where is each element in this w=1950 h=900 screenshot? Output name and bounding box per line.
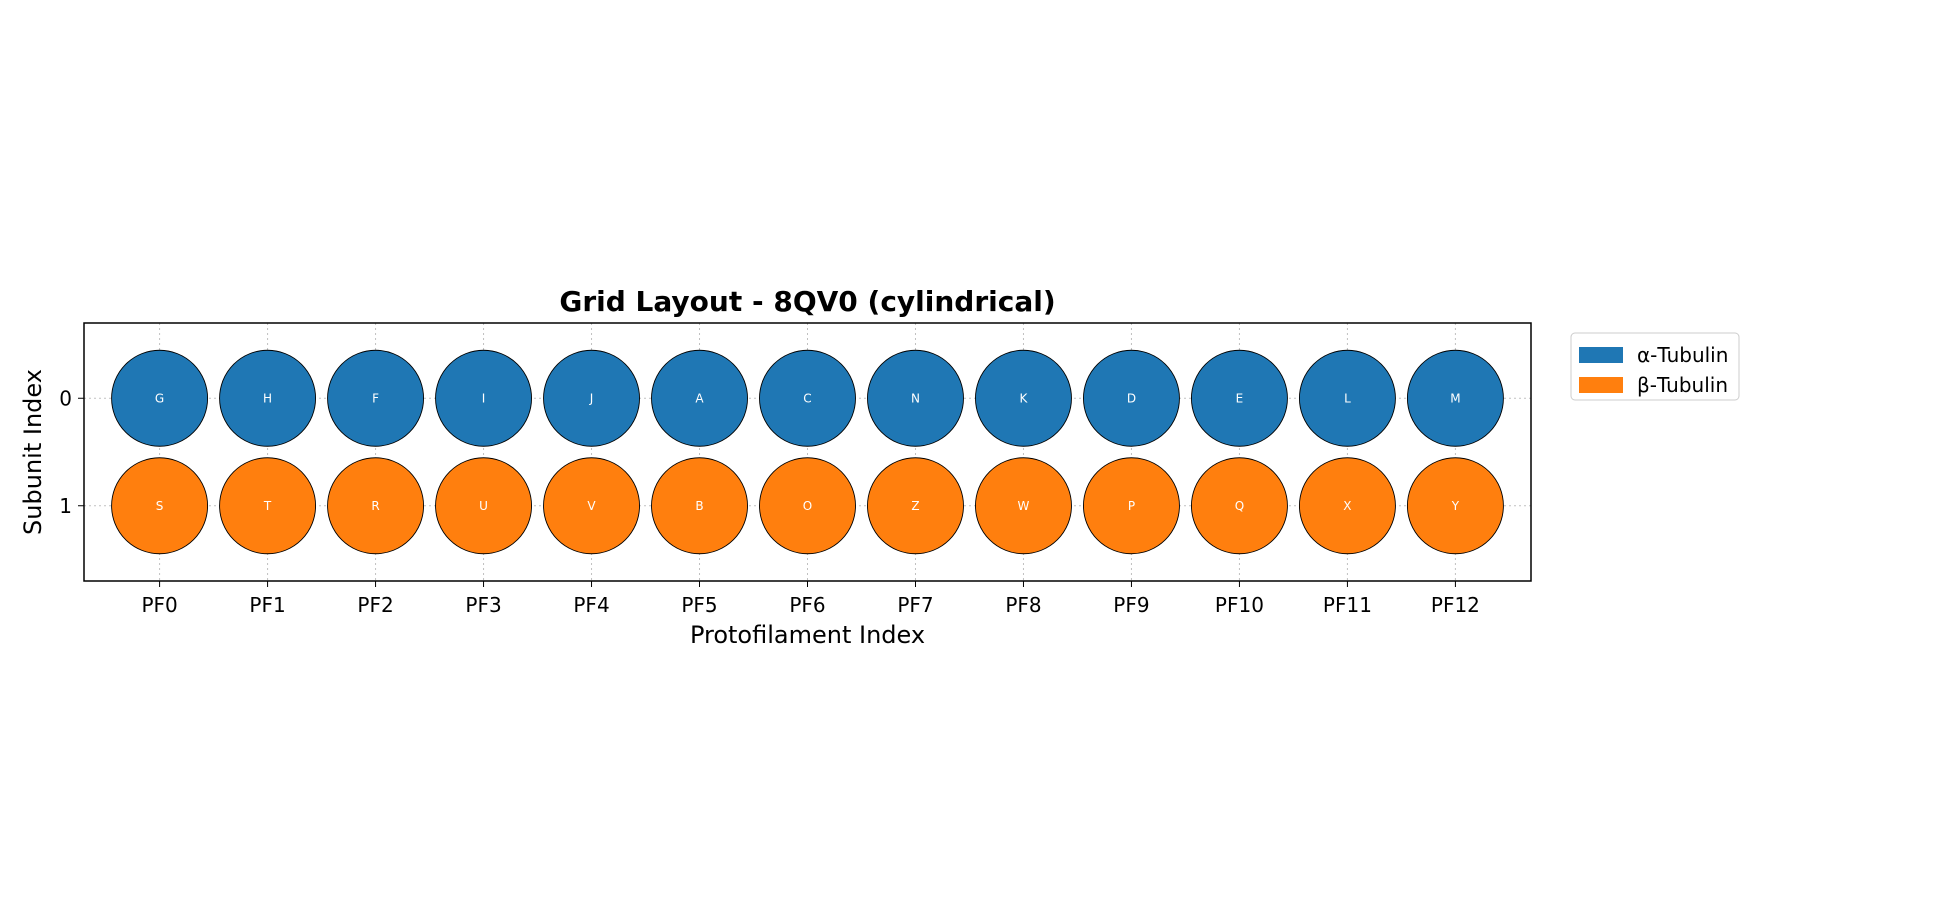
x-tick-label: PF10	[1215, 593, 1264, 617]
subunit-circle	[759, 349, 856, 447]
chain-label: O	[803, 499, 812, 513]
legend-swatch	[1579, 377, 1623, 393]
subunit-circle	[975, 349, 1072, 447]
axis-ticks: PF0 PF1 PF2 PF3 PF4 PF5 PF6 PF7 PF8 PF9 PF10 PF11 PF…	[59, 386, 1480, 617]
subunit-circle	[435, 457, 532, 555]
subunit-circle	[651, 457, 748, 555]
chain-label: X	[1343, 499, 1351, 513]
x-tick-label: PF5	[681, 593, 717, 617]
chain-label: T	[263, 499, 272, 513]
y-tick-label: 1	[59, 494, 72, 518]
subunit-circle	[759, 457, 856, 555]
chain-label: K	[1020, 391, 1029, 405]
chain-label: V	[587, 499, 596, 513]
x-tick-label: PF12	[1431, 593, 1480, 617]
subunit-circle	[867, 349, 964, 447]
chain-label: I	[482, 391, 486, 405]
x-tick-label: PF2	[357, 593, 393, 617]
y-axis-label: Subunit Index	[19, 369, 47, 535]
legend: α-Tubulin β-Tubulin	[1570, 332, 1740, 401]
subunit-circle	[327, 349, 425, 447]
legend-label: α-Tubulin	[1637, 343, 1728, 367]
chain-label: L	[1344, 391, 1351, 405]
chart-title: Grid Layout - 8QV0 (cylindrical)	[559, 285, 1055, 318]
chain-label: B	[695, 499, 703, 513]
chain-label: Z	[911, 499, 919, 513]
legend-swatch	[1579, 347, 1623, 363]
chain-label: C	[803, 391, 811, 405]
chain-label: W	[1018, 499, 1030, 513]
subunit-circle	[219, 457, 317, 555]
chain-label: Q	[1235, 499, 1244, 513]
subunit-circle	[651, 349, 748, 447]
chain-label: U	[479, 499, 488, 513]
subunit-circle	[111, 349, 209, 447]
subunit-circle	[327, 457, 425, 555]
chain-label: G	[155, 391, 164, 405]
x-tick-label: PF9	[1113, 593, 1149, 617]
x-tick-label: PF0	[141, 593, 177, 617]
x-tick-label: PF7	[897, 593, 933, 617]
x-tick-label: PF1	[249, 593, 285, 617]
chain-label: P	[1128, 499, 1135, 513]
y-tick-label: 0	[59, 386, 72, 410]
subunit-circle	[111, 457, 209, 555]
subunit-circle	[219, 349, 317, 447]
subunit-circle	[435, 349, 532, 447]
chain-label: H	[263, 391, 272, 405]
legend-label: β-Tubulin	[1637, 373, 1728, 397]
subunit-circle	[1406, 349, 1504, 447]
x-axis-label: Protofilament Index	[690, 621, 925, 649]
chain-label: M	[1450, 391, 1460, 405]
chain-label: D	[1127, 391, 1136, 405]
subunit-circle	[1406, 457, 1504, 555]
x-tick-label: PF4	[573, 593, 609, 617]
x-tick-label: PF8	[1005, 593, 1041, 617]
subunit-circle	[1298, 349, 1396, 447]
chain-label: Y	[1451, 499, 1460, 513]
x-tick-label: PF6	[789, 593, 825, 617]
subunit-circle	[975, 457, 1072, 555]
subunit-circle	[1190, 457, 1288, 555]
chain-label: E	[1236, 391, 1244, 405]
subunit-circle	[1083, 349, 1180, 447]
chain-label: J	[589, 391, 594, 405]
chain-label: A	[695, 391, 704, 405]
chain-label: S	[156, 499, 164, 513]
subunit-circle	[1190, 349, 1288, 447]
x-tick-label: PF11	[1323, 593, 1372, 617]
subunit-circle	[1083, 457, 1180, 555]
subunit-circle	[543, 457, 640, 555]
x-tick-label: PF3	[465, 593, 501, 617]
chain-label: R	[371, 499, 379, 513]
subunit-circle	[543, 349, 640, 447]
subunit-circles: G H F I J A C N K D E L M S T R U V B O Z W P Q X Y	[111, 349, 1504, 555]
subunit-circle	[867, 457, 964, 555]
chain-label: N	[911, 391, 920, 405]
subunit-circle	[1298, 457, 1396, 555]
chain-label: F	[372, 391, 379, 405]
